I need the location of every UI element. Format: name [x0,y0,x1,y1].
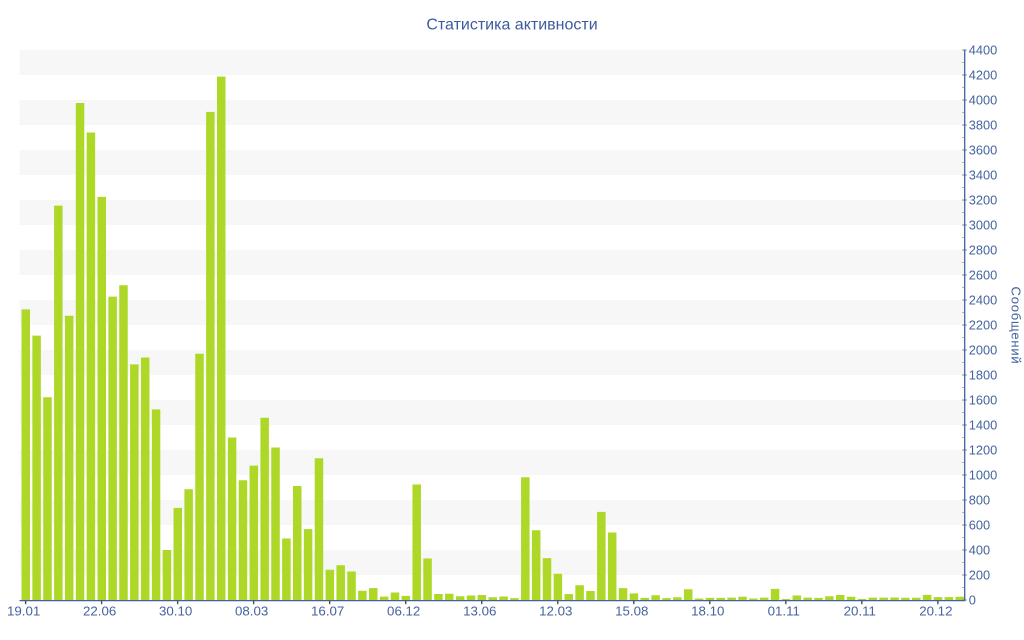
svg-text:30.10: 30.10 [159,603,192,618]
svg-text:12.03: 12.03 [539,603,572,618]
svg-text:01.11: 01.11 [768,603,800,618]
svg-text:4000: 4000 [969,93,997,108]
svg-text:08.03: 08.03 [235,603,268,618]
svg-text:1000: 1000 [969,468,997,483]
svg-text:1800: 1800 [969,368,997,383]
svg-text:2600: 2600 [969,268,997,283]
svg-text:400: 400 [969,543,990,558]
svg-text:3200: 3200 [969,193,997,208]
svg-text:2800: 2800 [969,243,997,258]
svg-text:1400: 1400 [969,418,997,433]
svg-text:13.06: 13.06 [463,603,496,618]
svg-text:4200: 4200 [969,68,997,83]
svg-text:19.01: 19.01 [7,603,40,618]
svg-text:600: 600 [969,518,990,533]
svg-text:2000: 2000 [969,343,997,358]
svg-text:Сообщений: Сообщений [1008,287,1023,365]
svg-text:22.06: 22.06 [83,603,116,618]
svg-text:15.08: 15.08 [615,603,648,618]
svg-text:200: 200 [969,568,990,583]
svg-text:0: 0 [969,593,976,608]
svg-text:18.10: 18.10 [691,603,724,618]
svg-text:3400: 3400 [969,168,997,183]
svg-text:16.07: 16.07 [311,603,344,618]
svg-text:800: 800 [969,493,990,508]
svg-text:1600: 1600 [969,393,997,408]
svg-text:20.11: 20.11 [844,603,876,618]
svg-text:20.12: 20.12 [919,603,952,618]
svg-text:3800: 3800 [969,118,997,133]
svg-text:2200: 2200 [969,318,997,333]
svg-text:1200: 1200 [969,443,997,458]
svg-text:4400: 4400 [969,43,997,58]
svg-text:06.12: 06.12 [387,603,420,618]
svg-text:3000: 3000 [969,218,997,233]
svg-text:3600: 3600 [969,143,997,158]
svg-text:Статистика активности: Статистика активности [426,17,597,34]
svg-text:2400: 2400 [969,293,997,308]
